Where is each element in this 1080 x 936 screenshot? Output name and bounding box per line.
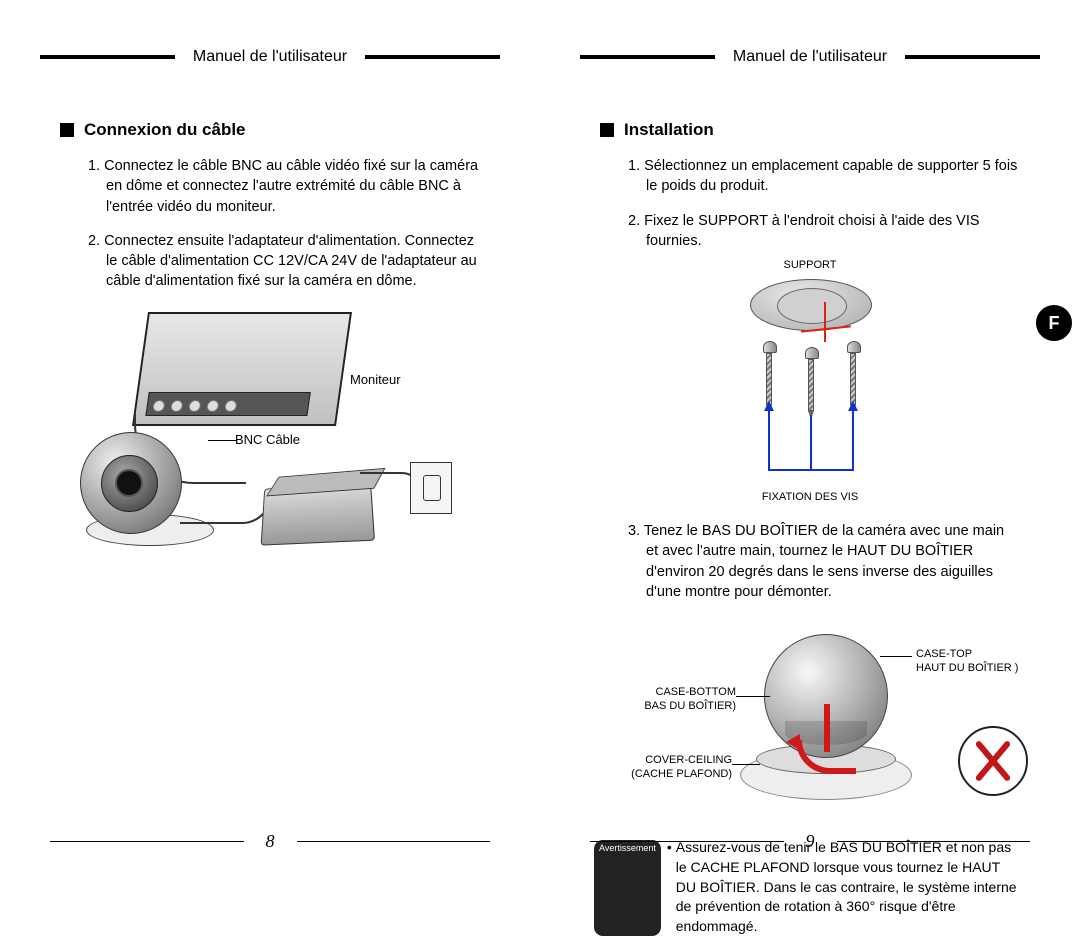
callout-line — [880, 656, 912, 657]
rotation-arrow-icon — [796, 722, 856, 762]
blue-arrow-line — [852, 409, 854, 469]
dome-shell — [80, 432, 182, 534]
step-1: 1. Sélectionnez un emplacement capable d… — [628, 156, 1020, 197]
dome-camera-icon — [80, 432, 182, 534]
outlet-socket — [423, 475, 441, 501]
blue-arrow-line — [768, 469, 854, 471]
page-left: Manuel de l'utilisateur Connexion du câb… — [0, 0, 540, 900]
callout-line — [208, 440, 236, 441]
warning-badge: Avertissement — [594, 840, 661, 936]
footer-rule — [590, 841, 784, 842]
page-number: 8 — [244, 831, 297, 852]
header-rule — [40, 55, 175, 59]
label-cover-ceiling-fr: (CACHE PLAFOND) — [624, 768, 732, 782]
blue-arrow-head-icon — [764, 401, 774, 411]
warning-row: Avertissement • Assurez-vous de tenir le… — [594, 838, 1020, 936]
content-left: Connexion du câble 1. Connectez le câble… — [60, 120, 480, 572]
header-rule — [580, 55, 715, 59]
blue-arrow-line — [810, 415, 812, 469]
content-right: Installation 1. Sélectionnez un emplacem… — [600, 120, 1020, 936]
header-left: Manuel de l'utilisateur — [0, 48, 540, 66]
dome-lens — [115, 469, 143, 497]
bracket-plate-icon — [750, 279, 872, 331]
screw-icon — [848, 341, 858, 409]
label-case-top-fr: HAUT DU BOÎTIER ) — [916, 662, 1018, 676]
monitor-icon — [132, 312, 352, 426]
step-2: 2. Fixez le SUPPORT à l'endroit choisi à… — [628, 211, 1020, 252]
power-adapter-icon — [261, 480, 375, 545]
step-3: 3. Tenez le BAS DU BOÎTIER de la caméra … — [628, 521, 1020, 602]
dome-rotation-diagram: CASE-TOP HAUT DU BOÎTIER ) CASE-BOTTOM B… — [600, 616, 1020, 826]
heading-text: Installation — [624, 120, 714, 140]
label-monitor: Moniteur — [350, 372, 401, 387]
step-1: 1. Connectez le câble BNC au câble vidéo… — [88, 156, 480, 217]
header-right: Manuel de l'utilisateur — [540, 48, 1080, 66]
header-title: Manuel de l'utilisateur — [715, 48, 905, 66]
screw-icon — [806, 347, 816, 415]
label-fixation: FIXATION DES VIS — [600, 491, 1020, 503]
bracket-diagram: SUPPORT — [710, 265, 910, 475]
language-tab: F — [1036, 305, 1072, 341]
page-number: 9 — [784, 831, 837, 852]
heading-text: Connexion du câble — [84, 120, 246, 140]
square-bullet-icon — [60, 123, 74, 137]
monitor-ports — [152, 400, 238, 412]
bullet-icon: • — [667, 838, 672, 936]
header-rule — [905, 55, 1040, 59]
warning-text: Assurez-vous de tenir le BAS DU BOÎTIER … — [676, 838, 1020, 936]
wall-outlet-icon — [410, 462, 452, 514]
label-bnc-cable: BNC Câble — [235, 432, 300, 447]
page-right: Manuel de l'utilisateur F Installation 1… — [540, 0, 1080, 900]
blue-arrow-head-icon — [848, 401, 858, 411]
header-rule — [365, 55, 500, 59]
square-bullet-icon — [600, 123, 614, 137]
screw-detail-icon — [958, 726, 1028, 796]
header-title: Manuel de l'utilisateur — [175, 48, 365, 66]
section-heading-cable: Connexion du câble — [60, 120, 480, 140]
label-case-bottom-fr: BAS DU BOÎTIER) — [636, 700, 736, 714]
footer-right: 9 — [540, 831, 1080, 852]
footer-rule — [837, 841, 1031, 842]
connection-diagram: Moniteur BNC Câble — [60, 312, 480, 572]
red-guide-line — [824, 302, 826, 342]
step-2: 2. Connectez ensuite l'adaptateur d'alim… — [88, 231, 480, 292]
label-cover-ceiling: COVER-CEILING (CACHE PLAFOND) — [624, 754, 732, 782]
red-guide-line — [801, 326, 851, 333]
bracket-inner — [777, 288, 847, 324]
cable-segment — [180, 492, 272, 524]
label-case-top-en: CASE-TOP — [916, 648, 1018, 662]
callout-line — [732, 764, 760, 765]
section-heading-installation: Installation — [600, 120, 1020, 140]
footer-rule — [297, 841, 491, 842]
label-case-bottom-en: CASE-BOTTOM — [636, 686, 736, 700]
label-case-bottom: CASE-BOTTOM BAS DU BOÎTIER) — [636, 686, 736, 714]
label-case-top: CASE-TOP HAUT DU BOÎTIER ) — [916, 648, 1018, 676]
blue-arrow-line — [768, 409, 770, 469]
footer-left: 8 — [0, 831, 540, 852]
footer-rule — [50, 841, 244, 842]
label-support: SUPPORT — [710, 259, 910, 271]
label-cover-ceiling-en: COVER-CEILING — [624, 754, 732, 768]
screw-icon — [764, 341, 774, 409]
callout-line — [736, 696, 770, 697]
